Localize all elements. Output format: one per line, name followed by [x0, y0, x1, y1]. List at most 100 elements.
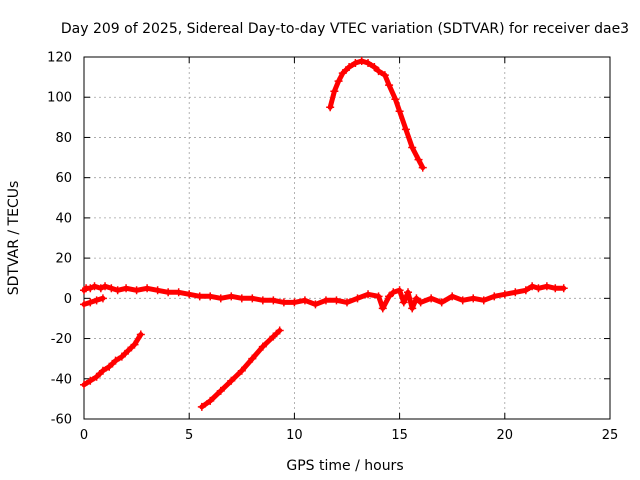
data-point — [275, 326, 284, 335]
data-point — [534, 284, 543, 293]
data-point — [105, 362, 114, 371]
data-point — [290, 298, 299, 307]
series-line — [81, 332, 144, 388]
data-point — [197, 402, 206, 411]
data-point — [370, 63, 379, 72]
data-point — [113, 286, 122, 295]
data-point — [86, 298, 95, 307]
data-point — [90, 282, 99, 291]
series-line — [81, 295, 106, 307]
data-point — [412, 294, 421, 303]
y-tick-label: 100 — [47, 91, 72, 106]
data-point — [86, 376, 95, 385]
data-point — [132, 286, 141, 295]
data-point — [258, 296, 267, 305]
data-point — [385, 292, 394, 301]
data-point — [448, 292, 457, 301]
data-point — [378, 304, 387, 313]
data-point — [326, 103, 335, 112]
data-point — [551, 284, 560, 293]
x-tick-label: 15 — [391, 428, 408, 443]
x-tick-label: 5 — [185, 428, 193, 443]
data-point — [334, 77, 343, 86]
series-arc-rise-2 — [197, 326, 284, 411]
chart-title: Day 209 of 2025, Sidereal Day-to-day VTE… — [61, 21, 629, 37]
data-point — [330, 87, 339, 96]
data-point — [195, 292, 204, 301]
data-point — [206, 292, 215, 301]
data-point — [98, 366, 107, 375]
data-point — [374, 67, 383, 76]
data-point — [528, 282, 537, 291]
data-point — [111, 356, 120, 365]
data-point — [206, 396, 215, 405]
data-point — [395, 107, 404, 116]
grid — [84, 57, 610, 419]
data-point — [469, 294, 478, 303]
x-tick-label: 25 — [602, 428, 619, 443]
series-line — [199, 328, 283, 410]
data-point — [248, 354, 257, 363]
data-point — [408, 304, 417, 313]
data-point — [418, 163, 427, 172]
y-tick-label: -20 — [51, 332, 72, 347]
data-point — [216, 294, 225, 303]
data-point — [332, 296, 341, 305]
data-point — [164, 288, 173, 297]
data-point — [479, 296, 488, 305]
data-point — [269, 296, 278, 305]
y-axis-label: SDTVAR / TECUs — [6, 181, 22, 296]
data-point — [122, 284, 131, 293]
data-point — [395, 286, 404, 295]
data-point — [559, 284, 568, 293]
data-point — [136, 330, 145, 339]
series-arc-rise-1 — [80, 330, 145, 389]
data-point — [80, 300, 88, 309]
data-point — [343, 298, 351, 307]
data-point — [174, 288, 183, 297]
data-point — [500, 290, 509, 299]
y-tick-label: -60 — [51, 413, 72, 428]
series-arc-start-low — [80, 294, 107, 309]
data-point — [427, 294, 436, 303]
data-point — [401, 125, 410, 134]
data-point — [92, 372, 101, 381]
data-point — [124, 346, 133, 355]
data-point — [391, 95, 400, 104]
data-point — [86, 284, 95, 293]
x-axis-label: GPS time / hours — [286, 458, 403, 474]
data-point — [364, 59, 373, 68]
data-point — [351, 59, 360, 68]
y-tick-label: 40 — [55, 211, 72, 226]
data-point — [107, 284, 116, 293]
series-line — [327, 58, 426, 171]
data-point — [80, 380, 88, 389]
data-point — [216, 386, 225, 395]
data-point — [408, 143, 417, 152]
data-point — [338, 69, 347, 78]
data-point — [374, 292, 383, 301]
data-point — [404, 288, 413, 297]
axis-ticks: 0 5 10 15 20 25 -60 -40 -20 0 20 40 60 80 100 120 — [47, 51, 618, 444]
data-point — [227, 376, 236, 385]
series-arc-peak — [326, 57, 427, 172]
data-point — [416, 298, 425, 307]
data-point — [353, 294, 362, 303]
y-tick-label: 0 — [64, 292, 72, 307]
data-point — [185, 290, 194, 299]
data-point — [345, 63, 354, 72]
x-tick-label: 10 — [286, 428, 303, 443]
data-point — [399, 298, 408, 307]
data-point — [437, 298, 446, 307]
data-point — [458, 296, 467, 305]
data-point — [385, 81, 394, 90]
data-point — [490, 292, 499, 301]
data-point — [357, 57, 366, 66]
data-point — [414, 155, 423, 164]
data-point — [542, 282, 551, 291]
y-tick-label: 20 — [55, 252, 72, 267]
data-point — [279, 298, 288, 307]
data-point — [321, 296, 330, 305]
data-point — [96, 284, 105, 293]
